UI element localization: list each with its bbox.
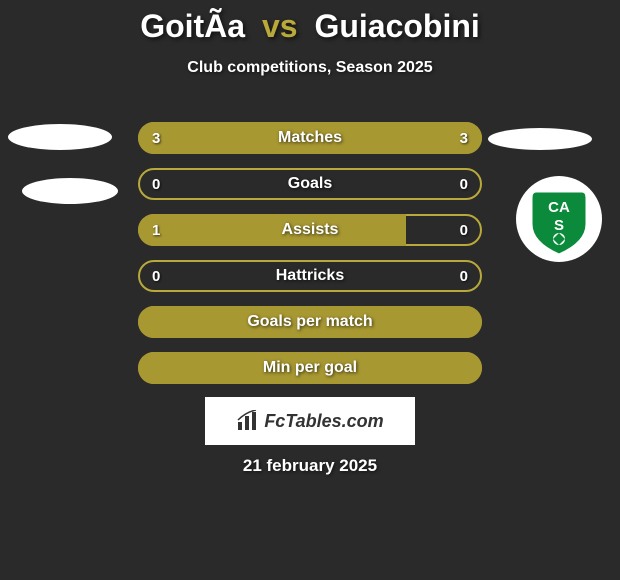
svg-text:S: S	[554, 217, 564, 234]
stat-row: 00Hattricks	[138, 260, 482, 292]
stat-label: Goals	[138, 168, 482, 200]
player2-avatar	[488, 128, 592, 150]
player1-avatar-shadow	[22, 178, 118, 204]
stat-label: Goals per match	[138, 306, 482, 338]
player2-name: Guiacobini	[314, 8, 479, 44]
stat-row: 10Assists	[138, 214, 482, 246]
stat-row: Goals per match	[138, 306, 482, 338]
stat-row: 00Goals	[138, 168, 482, 200]
team-badge: CA S	[516, 176, 602, 262]
stat-label: Min per goal	[138, 352, 482, 384]
player1-avatar	[8, 124, 112, 150]
subtitle: Club competitions, Season 2025	[0, 59, 620, 77]
stat-row: 33Matches	[138, 122, 482, 154]
stat-label: Matches	[138, 122, 482, 154]
stat-row: Min per goal	[138, 352, 482, 384]
stat-label: Hattricks	[138, 260, 482, 292]
date-label: 21 february 2025	[0, 456, 620, 476]
player1-name: GoitÃa	[140, 8, 245, 44]
page-title: GoitÃa vs Guiacobini	[0, 0, 620, 45]
svg-text:CA: CA	[548, 199, 570, 216]
logo-text: FcTables.com	[264, 411, 383, 432]
stat-label: Assists	[138, 214, 482, 246]
chart-icon	[236, 410, 260, 432]
fctables-logo: FcTables.com	[205, 397, 415, 445]
vs-label: vs	[262, 8, 298, 44]
comparison-chart: 33Matches 00Goals 10Assists 00Hattricks Goal…	[138, 122, 482, 398]
